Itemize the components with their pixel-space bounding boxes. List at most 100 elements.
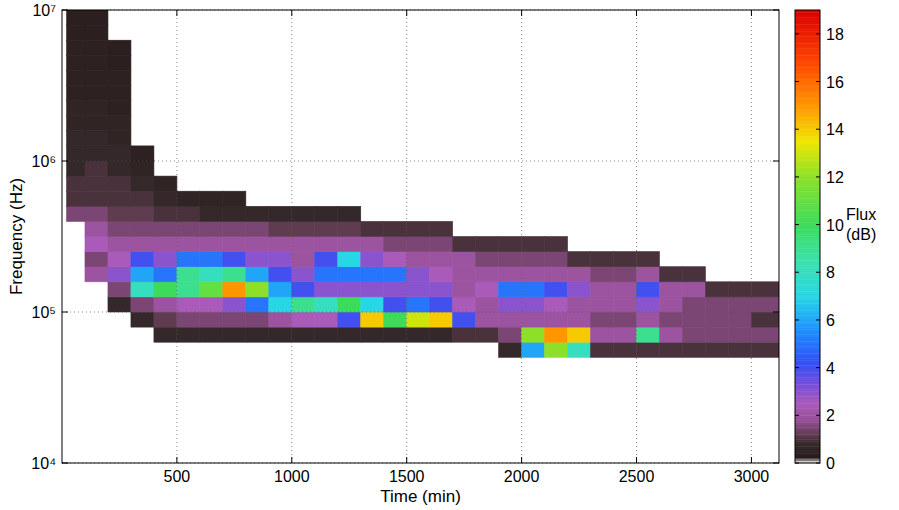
colorbar-swatch <box>795 184 820 187</box>
colorbar-tick <box>816 81 820 82</box>
colorbar-swatch <box>795 91 820 94</box>
cell <box>430 312 453 327</box>
cell <box>315 267 338 282</box>
colorbar-tick <box>816 224 820 225</box>
cell <box>177 221 200 236</box>
cell <box>545 297 568 312</box>
colorbar-tick <box>795 33 799 34</box>
colorbar-swatch <box>795 370 820 373</box>
colorbar-swatch <box>795 93 820 96</box>
cell <box>591 312 614 327</box>
colorbar-swatch <box>795 384 820 387</box>
cell <box>476 236 499 251</box>
colorbar-swatch <box>795 327 820 330</box>
colorbar-swatch <box>795 420 820 423</box>
cell <box>499 267 522 282</box>
cell <box>568 282 591 297</box>
cell <box>545 252 568 267</box>
colorbar-tick-label: 6 <box>826 312 835 329</box>
cell <box>338 206 361 221</box>
cell <box>728 282 751 297</box>
colorbar-swatch <box>795 232 820 235</box>
colorbar-swatch <box>795 101 820 104</box>
cell <box>177 282 200 297</box>
colorbar-swatch <box>795 179 820 182</box>
colorbar-swatch <box>795 241 820 244</box>
cell <box>682 312 705 327</box>
cell <box>85 116 108 131</box>
colorbar-swatch <box>795 79 820 82</box>
cell <box>154 282 177 297</box>
colorbar-swatch <box>795 334 820 337</box>
colorbar-swatch <box>795 434 820 437</box>
cell <box>637 252 660 267</box>
cell <box>430 327 453 342</box>
colorbar-swatch <box>795 151 820 154</box>
colorbar-swatch <box>795 313 820 316</box>
cell <box>131 282 154 297</box>
colorbar-swatch <box>795 58 820 61</box>
cell <box>246 327 269 342</box>
chart: 5001000150020002500300010⁴10⁵10⁶10⁷Time … <box>0 0 899 510</box>
cell <box>660 297 683 312</box>
cell <box>568 312 591 327</box>
cell <box>223 191 246 206</box>
colorbar-swatch <box>795 206 820 209</box>
colorbar-swatch <box>795 127 820 130</box>
cell <box>315 252 338 267</box>
cell <box>67 116 85 131</box>
colorbar-tick <box>816 463 820 464</box>
cell <box>292 327 315 342</box>
colorbar-swatch <box>795 220 820 223</box>
colorbar-swatch <box>795 413 820 416</box>
colorbar-swatch <box>795 15 820 18</box>
cell <box>85 85 108 100</box>
cell <box>223 206 246 221</box>
cell <box>108 282 131 297</box>
cell <box>751 282 779 297</box>
cell <box>200 236 223 251</box>
cells <box>67 10 779 357</box>
x-tick-label: 2000 <box>504 468 540 485</box>
colorbar-swatch <box>795 244 820 247</box>
colorbar-swatch <box>795 189 820 192</box>
cell <box>384 327 407 342</box>
cell <box>223 221 246 236</box>
y-tick-label: 10⁴ <box>31 455 56 472</box>
cell <box>705 327 728 342</box>
cell <box>108 221 131 236</box>
cell <box>728 342 751 357</box>
cell <box>67 40 85 55</box>
colorbar-swatch <box>795 194 820 197</box>
cell <box>476 282 499 297</box>
cell <box>522 342 545 357</box>
y-tick-label: 10⁷ <box>32 2 56 19</box>
cell <box>131 206 154 221</box>
colorbar-swatch <box>795 270 820 273</box>
y-tick-label: 10⁵ <box>32 304 56 321</box>
grid-line-x <box>176 10 177 463</box>
colorbar-swatch <box>795 372 820 375</box>
cell <box>131 236 154 251</box>
cell <box>430 282 453 297</box>
cell <box>85 131 108 146</box>
cell <box>67 206 85 221</box>
colorbar-frame <box>795 10 820 463</box>
colorbar-tick <box>795 367 799 368</box>
colorbar-swatch <box>795 275 820 278</box>
cell <box>315 236 338 251</box>
colorbar-swatch <box>795 344 820 347</box>
cell <box>108 297 131 312</box>
colorbar-swatch <box>795 70 820 73</box>
cell <box>85 267 108 282</box>
colorbar-swatch <box>795 234 820 237</box>
cell <box>430 267 453 282</box>
colorbar-swatch <box>795 396 820 399</box>
cell <box>384 252 407 267</box>
cell <box>361 221 384 236</box>
cell <box>522 282 545 297</box>
cell <box>292 206 315 221</box>
background <box>0 0 899 510</box>
x-axis-title: Time (min) <box>380 487 461 506</box>
colorbar-swatch <box>795 403 820 406</box>
